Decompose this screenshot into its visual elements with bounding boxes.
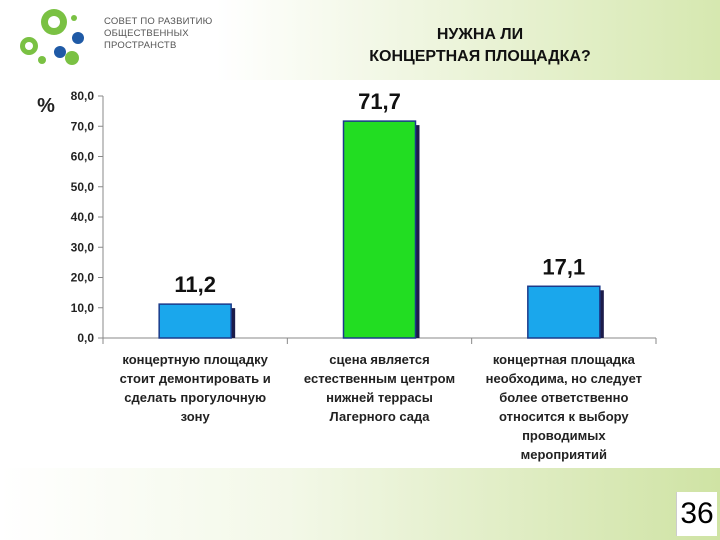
category-label-line: естественным центром — [303, 371, 456, 386]
category-label-line: необходима, но следует — [485, 371, 643, 386]
y-tick-label: 40,0 — [71, 210, 95, 224]
page-title: НУЖНА ЛИ КОНЦЕРТНАЯ ПЛОЩАДКА? — [300, 24, 660, 68]
y-tick-label: 20,0 — [71, 271, 95, 285]
bar — [158, 303, 232, 339]
title-line: НУЖНА ЛИ — [436, 26, 524, 43]
category-label-line: более ответственно — [499, 390, 629, 405]
category-label-line: сделать прогулочную — [124, 390, 267, 405]
y-tick-label: 50,0 — [71, 180, 95, 194]
bar — [527, 285, 601, 339]
category-label: концертную площадку стоит демонтировать и… — [100, 350, 290, 426]
org-name: СОВЕТ ПО РАЗВИТИЮ ОБЩЕСТВЕННЫХ ПРОСТРАНС… — [104, 16, 234, 52]
org-name-line: СОВЕТ ПО РАЗВИТИЮ — [104, 16, 213, 27]
title-line: КОНЦЕРТНАЯ ПЛОЩАДКА? — [369, 48, 591, 65]
org-name-line: ОБЩЕСТВЕННЫХ — [104, 28, 189, 39]
org-name-line: ПРОСТРАНСТВ — [104, 40, 177, 51]
y-tick-label: 0,0 — [77, 331, 94, 345]
category-label-line: стоит демонтировать и — [119, 371, 271, 386]
category-label-line: нижней террасы — [326, 390, 433, 405]
data-label: 11,2 — [174, 272, 216, 297]
y-tick-label: 10,0 — [71, 301, 95, 315]
category-label-line: зону — [180, 409, 210, 424]
category-label-line: сцена является — [329, 352, 430, 367]
category-label-line: концертную площадку — [122, 352, 268, 367]
bar-chart: 0,0 10,0 20,0 30,0 40,0 50,0 60,0 70,0 80,0% 11,2… — [37, 89, 657, 345]
header-band — [0, 0, 720, 80]
logo — [20, 9, 84, 65]
category-label-line: относится к выбору — [499, 409, 629, 424]
category-label-line: концертная площадка — [492, 352, 635, 367]
y-tick-label: 80,0 — [71, 89, 95, 103]
data-label: 71,7 — [358, 89, 401, 114]
category-label: концертная площадка необходима, но следуе… — [469, 350, 659, 464]
category-label-line: проводимых — [522, 428, 606, 443]
y-tick-label: 70,0 — [71, 119, 95, 133]
footer-band — [0, 468, 720, 540]
y-tick-label: 30,0 — [71, 240, 95, 254]
page-number: 36 — [676, 492, 717, 536]
y-tick-label: 60,0 — [71, 150, 95, 164]
category-label: сцена является естественным центром нижней… — [285, 350, 475, 426]
y-axis-label: % — [37, 95, 55, 117]
category-label-line: Лагерного сада — [329, 409, 430, 424]
bar — [342, 120, 417, 339]
data-label: 17,1 — [542, 254, 585, 279]
category-label-line: мероприятий — [520, 447, 608, 462]
